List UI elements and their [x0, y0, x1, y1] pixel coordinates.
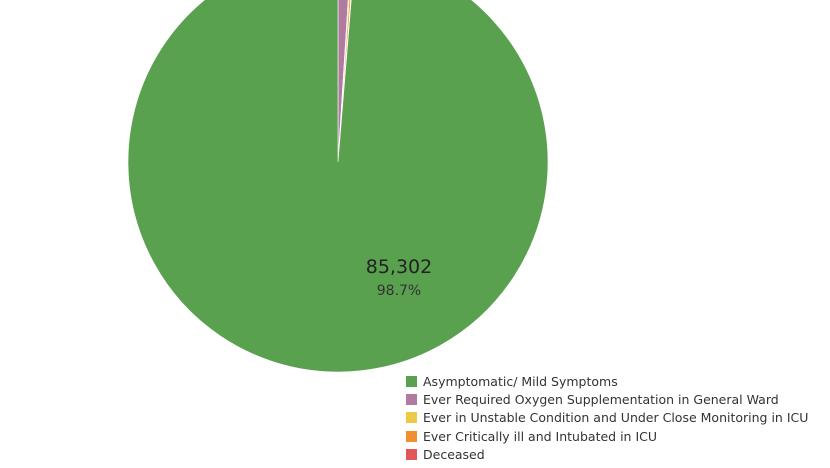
legend-swatch	[406, 430, 417, 442]
legend-label: Ever in Unstable Condition and Under Clo…	[423, 410, 809, 426]
legend-item-deceased[interactable]: Deceased	[406, 445, 808, 463]
legend-label: Asymptomatic/ Mild Symptoms	[423, 373, 618, 389]
pie-slices	[127, 0, 549, 373]
slice-value-label: 85,302	[366, 256, 432, 278]
legend-swatch	[406, 375, 417, 387]
legend: Asymptomatic/ Mild Symptoms Ever Require…	[406, 372, 808, 463]
pie-slice-asymptomatic-mild-symptoms[interactable]	[127, 0, 549, 373]
legend-label: Ever Required Oxygen Supplementation in …	[423, 391, 779, 407]
legend-swatch	[406, 393, 417, 405]
legend-label: Deceased	[423, 446, 485, 462]
legend-item-asymptomatic[interactable]: Asymptomatic/ Mild Symptoms	[406, 372, 808, 390]
legend-item-unstable-icu[interactable]: Ever in Unstable Condition and Under Clo…	[406, 409, 808, 427]
legend-swatch	[406, 412, 417, 424]
legend-swatch	[406, 448, 417, 460]
legend-item-intubated-icu[interactable]: Ever Critically ill and Intubated in ICU	[406, 427, 808, 445]
slice-percent-label: 98.7%	[377, 283, 421, 299]
legend-item-oxygen-general-ward[interactable]: Ever Required Oxygen Supplementation in …	[406, 390, 808, 408]
legend-label: Ever Critically ill and Intubated in ICU	[423, 428, 658, 444]
